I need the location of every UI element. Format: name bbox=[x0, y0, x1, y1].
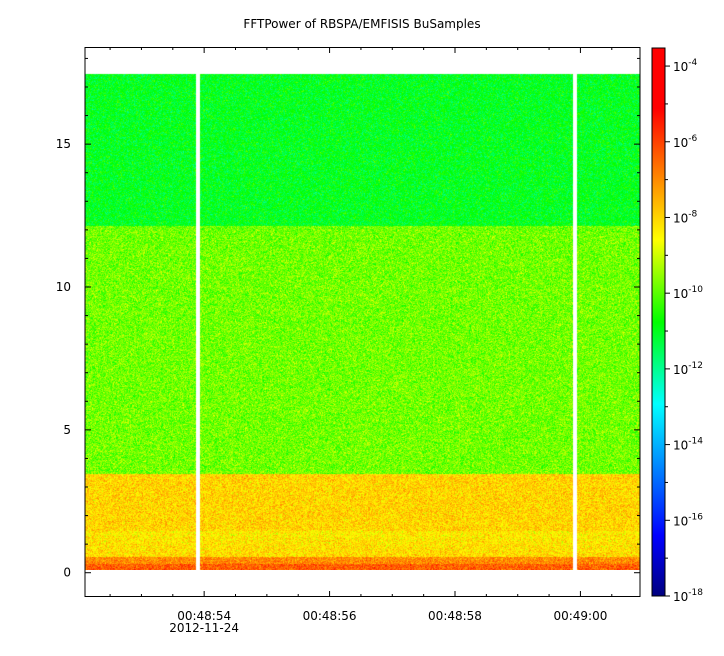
colorbar: 10-4 10-6 10-8 10-10 10-12 10-14 10-16 10-18 bbox=[651, 47, 703, 604]
colorbar-tick-label: 10-14 bbox=[673, 437, 703, 453]
colorbar-tick-label: 10-12 bbox=[673, 361, 703, 377]
colorbar-gradient bbox=[652, 48, 665, 596]
x-tick-label: 00:49:00 bbox=[553, 609, 607, 623]
y-axis: 0 5 10 15 bbox=[56, 57, 640, 580]
plot-frame bbox=[84, 47, 641, 597]
x-axis: 00:48:54 00:48:56 00:48:58 00:49:00 2012-11-… bbox=[109, 47, 613, 635]
y-tick-label: 15 bbox=[56, 137, 71, 151]
x-tick-label: 00:48:58 bbox=[428, 609, 482, 623]
y-tick-label: 5 bbox=[63, 423, 71, 437]
y-tick-label: 10 bbox=[56, 280, 71, 294]
colorbar-tick-label: 10-18 bbox=[673, 588, 703, 604]
x-tick-label: 00:48:56 bbox=[303, 609, 357, 623]
chart-title: FFTPower of RBSPA/EMFISIS BuSamples bbox=[243, 17, 481, 31]
y-tick-label: 0 bbox=[63, 566, 71, 580]
colorbar-axis: 10-4 10-6 10-8 10-10 10-12 10-14 10-16 10-18 bbox=[665, 58, 703, 604]
colorbar-tick-label: 10-16 bbox=[673, 512, 703, 528]
colorbar-frame bbox=[651, 47, 666, 597]
colorbar-tick-label: 10-8 bbox=[673, 209, 698, 225]
x-date-label: 2012-11-24 bbox=[169, 621, 239, 635]
colorbar-tick-label: 10-10 bbox=[673, 285, 703, 301]
plot-area: 0 5 10 15 00:48:54 00:48:56 00:48:58 00:49:00 2… bbox=[56, 47, 641, 635]
colorbar-tick-label: 10-4 bbox=[673, 58, 698, 74]
x-tick-label: 00:48:54 bbox=[177, 609, 231, 623]
spectrogram-image bbox=[85, 48, 640, 570]
colorbar-tick-label: 10-6 bbox=[673, 134, 698, 150]
